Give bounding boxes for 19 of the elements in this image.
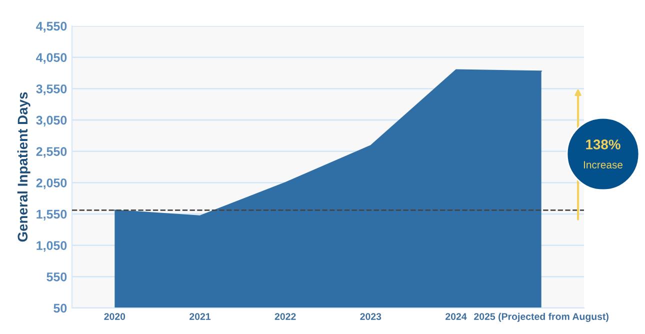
y-tick-label: 4,050 <box>36 53 67 64</box>
x-tick-label: 2021 <box>190 313 211 320</box>
x-tick-label: 2024 <box>446 313 467 320</box>
y-tick-label: 2,550 <box>36 147 67 158</box>
annotation: Increase <box>584 161 623 168</box>
y-tick-label: 3,550 <box>36 84 67 96</box>
y-tick-label: 2,050 <box>36 178 67 190</box>
y-tick-label: 1,050 <box>36 241 67 252</box>
x-tick-label: 2022 <box>274 313 296 320</box>
x-tick-label: 2025 (Projected from August) <box>474 312 608 322</box>
y-tick-label: 3,050 <box>36 116 67 126</box>
y-axis-title: General Inpatient Days <box>17 92 30 242</box>
x-tick-label: 2023 <box>360 313 382 320</box>
y-tick-label: 50 <box>54 304 67 313</box>
y-tick-label: 550 <box>46 272 67 282</box>
y-tick-label: 4,550 <box>36 22 67 32</box>
y-tick-label: 1,550 <box>36 210 67 220</box>
text: 138% <box>586 140 620 150</box>
x-tick-label: 2020 <box>104 313 126 320</box>
